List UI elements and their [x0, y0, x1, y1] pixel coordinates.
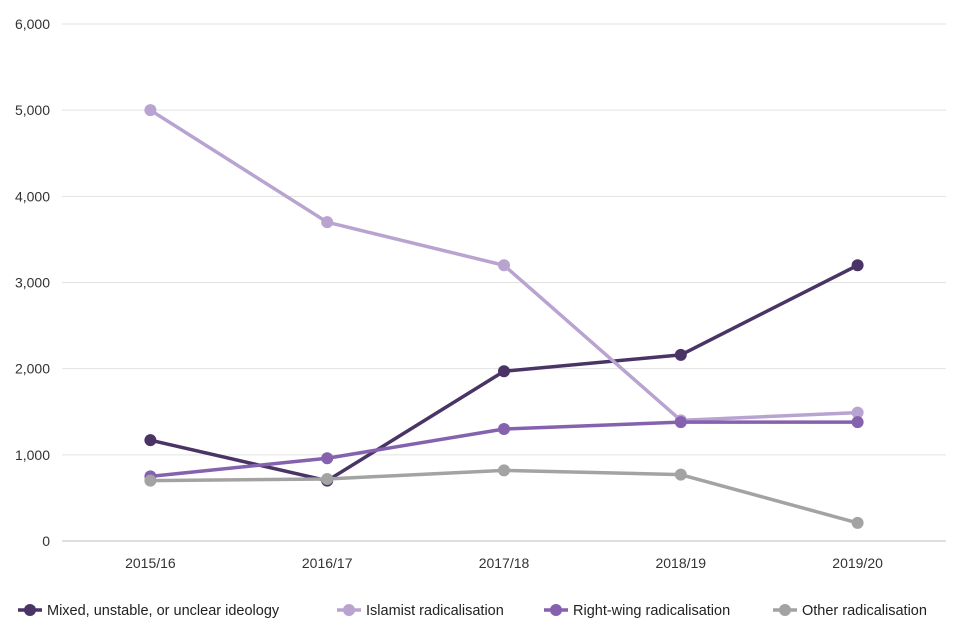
data-point	[851, 259, 864, 272]
data-point	[674, 348, 687, 361]
axes: 0 1,000 2,000 3,000 4,000 5,000 6,000 2015/16 20…	[15, 16, 883, 571]
y-tick-label: 6,000	[15, 16, 50, 32]
data-point	[144, 104, 157, 117]
data-point	[321, 472, 334, 485]
legend-label: Mixed, unstable, or unclear ideology	[47, 603, 280, 619]
series-2	[144, 104, 864, 427]
legend-item: Islamist radicalisation	[337, 603, 504, 619]
legend-label: Islamist radicalisation	[366, 603, 504, 619]
data-point	[851, 406, 864, 419]
series-line	[148, 468, 860, 525]
y-tick-label: 4,000	[15, 188, 50, 204]
legend-label: Other radicalisation	[802, 603, 927, 619]
data-point	[144, 474, 157, 487]
y-tick-label: 2,000	[15, 361, 50, 377]
x-tick-label: 2018/19	[655, 555, 706, 571]
data-point	[674, 468, 687, 481]
data-point	[321, 452, 334, 465]
x-tick-label: 2019/20	[832, 555, 883, 571]
data-point	[321, 216, 334, 229]
legend-item: Other radicalisation	[773, 603, 927, 619]
legend-swatch-marker	[779, 604, 791, 616]
series-lines	[144, 104, 864, 529]
y-tick-label: 3,000	[15, 275, 50, 291]
y-tick-label: 1,000	[15, 447, 50, 463]
legend-item: Right-wing radicalisation	[544, 603, 730, 619]
series-4	[144, 464, 864, 529]
legend-swatch-marker	[24, 604, 36, 616]
data-point	[498, 259, 510, 272]
legend-swatch-marker	[343, 604, 355, 616]
data-point	[144, 434, 157, 447]
x-tick-label: 2017/18	[479, 555, 530, 571]
data-point	[851, 416, 864, 429]
data-point	[498, 464, 510, 477]
series-1	[144, 259, 864, 487]
legend: Mixed, unstable, or unclear ideology Isla…	[18, 603, 927, 619]
gridlines	[62, 23, 946, 542]
legend-label: Right-wing radicalisation	[573, 603, 730, 619]
y-tick-label: 0	[42, 533, 50, 549]
data-point	[498, 422, 510, 435]
data-point	[674, 416, 687, 429]
x-tick-label: 2015/16	[125, 555, 176, 571]
legend-swatch-marker	[550, 604, 562, 616]
y-tick-label: 5,000	[15, 102, 50, 118]
legend-item: Mixed, unstable, or unclear ideology	[18, 603, 280, 619]
x-tick-label: 2016/17	[302, 555, 353, 571]
data-point	[851, 516, 864, 529]
data-point	[498, 365, 510, 378]
